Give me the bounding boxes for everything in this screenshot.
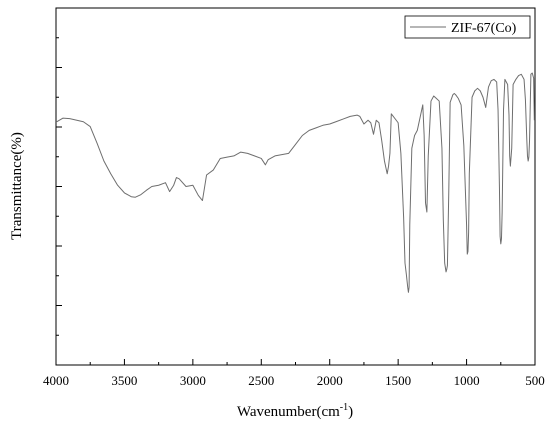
x-tick-label: 2500 xyxy=(248,373,274,388)
x-axis-title-main: Wavenumber(cm xyxy=(237,404,340,420)
series-layer xyxy=(55,72,535,293)
x-tick-label: 3500 xyxy=(111,373,137,388)
y-axis-ticks xyxy=(56,7,62,366)
x-tick-label: 1500 xyxy=(385,373,411,388)
x-axis-ticks xyxy=(55,359,536,365)
x-axis-title-close: ) xyxy=(348,404,353,420)
x-axis-title: Wavenumber(cm-1) xyxy=(237,402,353,420)
plot-frame xyxy=(55,7,536,366)
x-tick-label: 2000 xyxy=(317,373,343,388)
x-tick-label: 4000 xyxy=(43,373,69,388)
legend-label: ZIF-67(Co) xyxy=(451,21,517,36)
legend: ZIF-67(Co) xyxy=(404,15,531,39)
x-axis-title-superscript: -1 xyxy=(340,402,348,413)
legend-box xyxy=(404,15,531,39)
x-tick-label: 500 xyxy=(525,373,545,388)
x-tick-label: 1000 xyxy=(454,373,480,388)
series-line xyxy=(55,72,535,293)
x-tick-label: 3000 xyxy=(180,373,206,388)
y-axis-title: Transmittance(%) xyxy=(9,132,25,240)
x-axis-tick-labels: 4000 3500 3000 2500 2000 1500 1000 500 xyxy=(43,373,545,388)
